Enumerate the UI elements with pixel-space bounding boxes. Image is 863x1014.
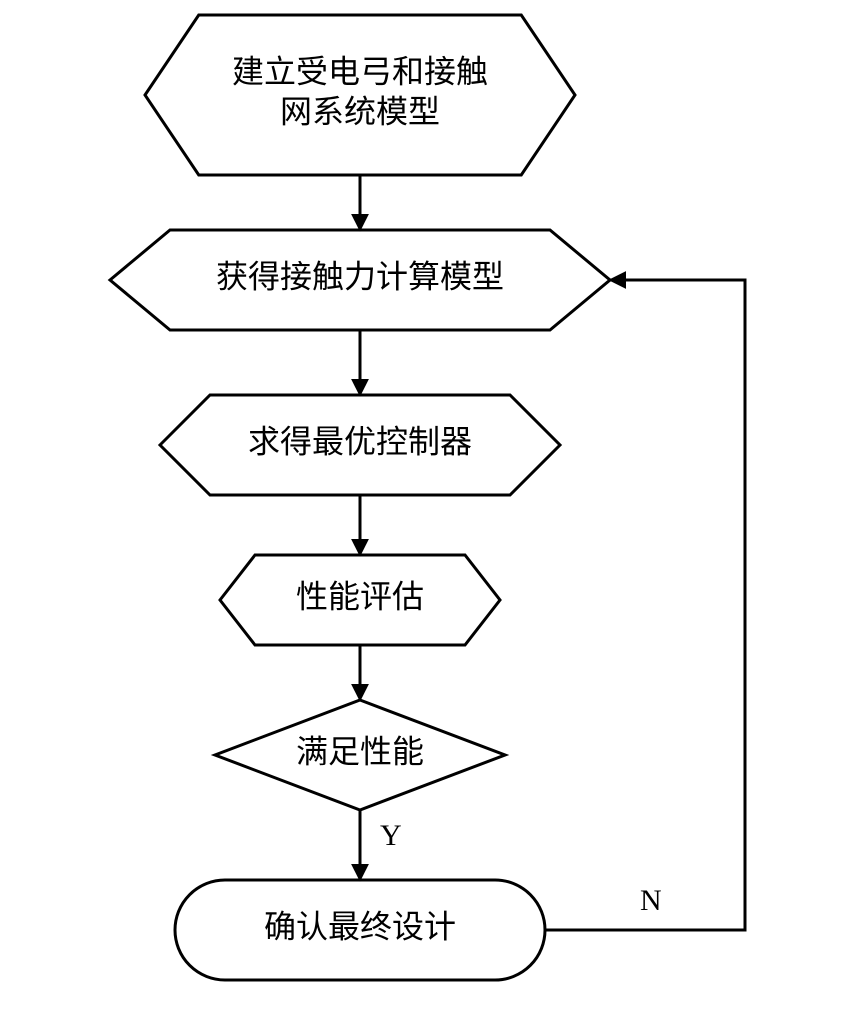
node-text: 建立受电弓和接触 <box>232 53 488 89</box>
node-n3: 求得最优控制器 <box>160 395 560 495</box>
node-n4: 性能评估 <box>220 555 500 645</box>
flowchart-diagram: 建立受电弓和接触网系统模型获得接触力计算模型求得最优控制器性能评估满足性能确认最… <box>0 0 863 1014</box>
edge-n6-n2 <box>545 280 745 930</box>
node-text: 满足性能 <box>296 733 424 769</box>
node-n2: 获得接触力计算模型 <box>110 230 610 330</box>
node-text: 确认最终设计 <box>264 908 456 944</box>
node-text: 性能评估 <box>296 578 424 614</box>
edge-label: Y <box>380 819 402 852</box>
node-n6: 确认最终设计 <box>175 880 545 980</box>
node-text: 获得接触力计算模型 <box>216 258 504 294</box>
node-text: 求得最优控制器 <box>248 423 472 459</box>
node-text: 网系统模型 <box>280 93 440 129</box>
node-n1: 建立受电弓和接触网系统模型 <box>145 15 575 175</box>
edge-label: N <box>640 884 662 917</box>
node-n5: 满足性能 <box>215 700 505 810</box>
